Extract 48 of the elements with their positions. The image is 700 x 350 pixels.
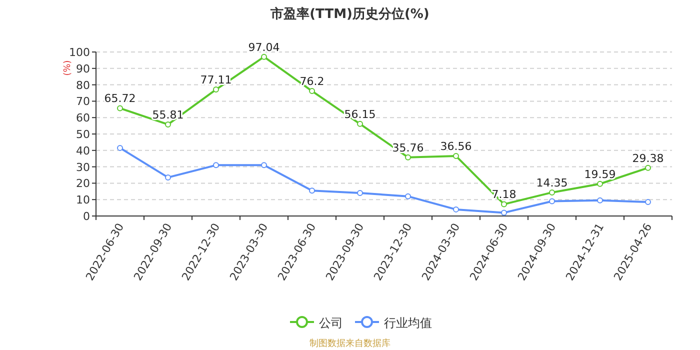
legend-label: 行业均值: [384, 316, 432, 330]
point: [309, 188, 315, 194]
point: [261, 54, 267, 60]
point: [405, 193, 411, 200]
y-tick-label: 100: [69, 46, 90, 59]
data-label: 19.59: [584, 168, 616, 181]
point: [597, 197, 603, 204]
point: [261, 162, 267, 168]
data-label: 77.11: [200, 74, 232, 87]
data-label: 14.35: [536, 176, 568, 190]
data-label: 36.56: [440, 140, 472, 154]
point: [453, 206, 459, 212]
point: [453, 153, 459, 160]
data-label: 76.2: [300, 75, 324, 88]
point: [405, 154, 411, 160]
y-tick-label: 80: [76, 78, 90, 92]
point: [117, 105, 123, 112]
point: [597, 180, 603, 187]
point: [165, 174, 171, 180]
chart-title: 市盈率(TTM)历史分位(%): [270, 6, 430, 22]
y-tick-label: 20: [76, 177, 90, 190]
point: [549, 198, 555, 204]
point: [165, 121, 171, 128]
point: [309, 88, 315, 94]
point: [117, 144, 123, 151]
data-label: 65.72: [104, 92, 136, 106]
point: [645, 199, 651, 206]
y-tick-label: 70: [76, 95, 90, 108]
point: [357, 120, 363, 127]
y-tick-label: 0: [83, 210, 90, 223]
point: [213, 162, 219, 168]
y-tick-label: 60: [76, 112, 90, 125]
data-label: 29.38: [632, 152, 664, 165]
text: 制图数据来自数据库: [310, 338, 390, 349]
y-axis-title: (%): [63, 60, 73, 76]
point: [501, 210, 507, 216]
point: [645, 164, 651, 171]
point: [357, 190, 363, 196]
data-label: 97.04: [248, 40, 280, 54]
legend-label: 公司: [319, 316, 343, 330]
y-tick-label: 30: [76, 160, 90, 174]
point: [501, 201, 507, 208]
point: [213, 86, 219, 93]
y-tick-label: 50: [76, 128, 90, 141]
point: [549, 189, 555, 196]
y-tick-label: 40: [76, 144, 90, 158]
y-tick-label: 10: [76, 194, 90, 207]
y-tick-label: 90: [76, 62, 90, 76]
